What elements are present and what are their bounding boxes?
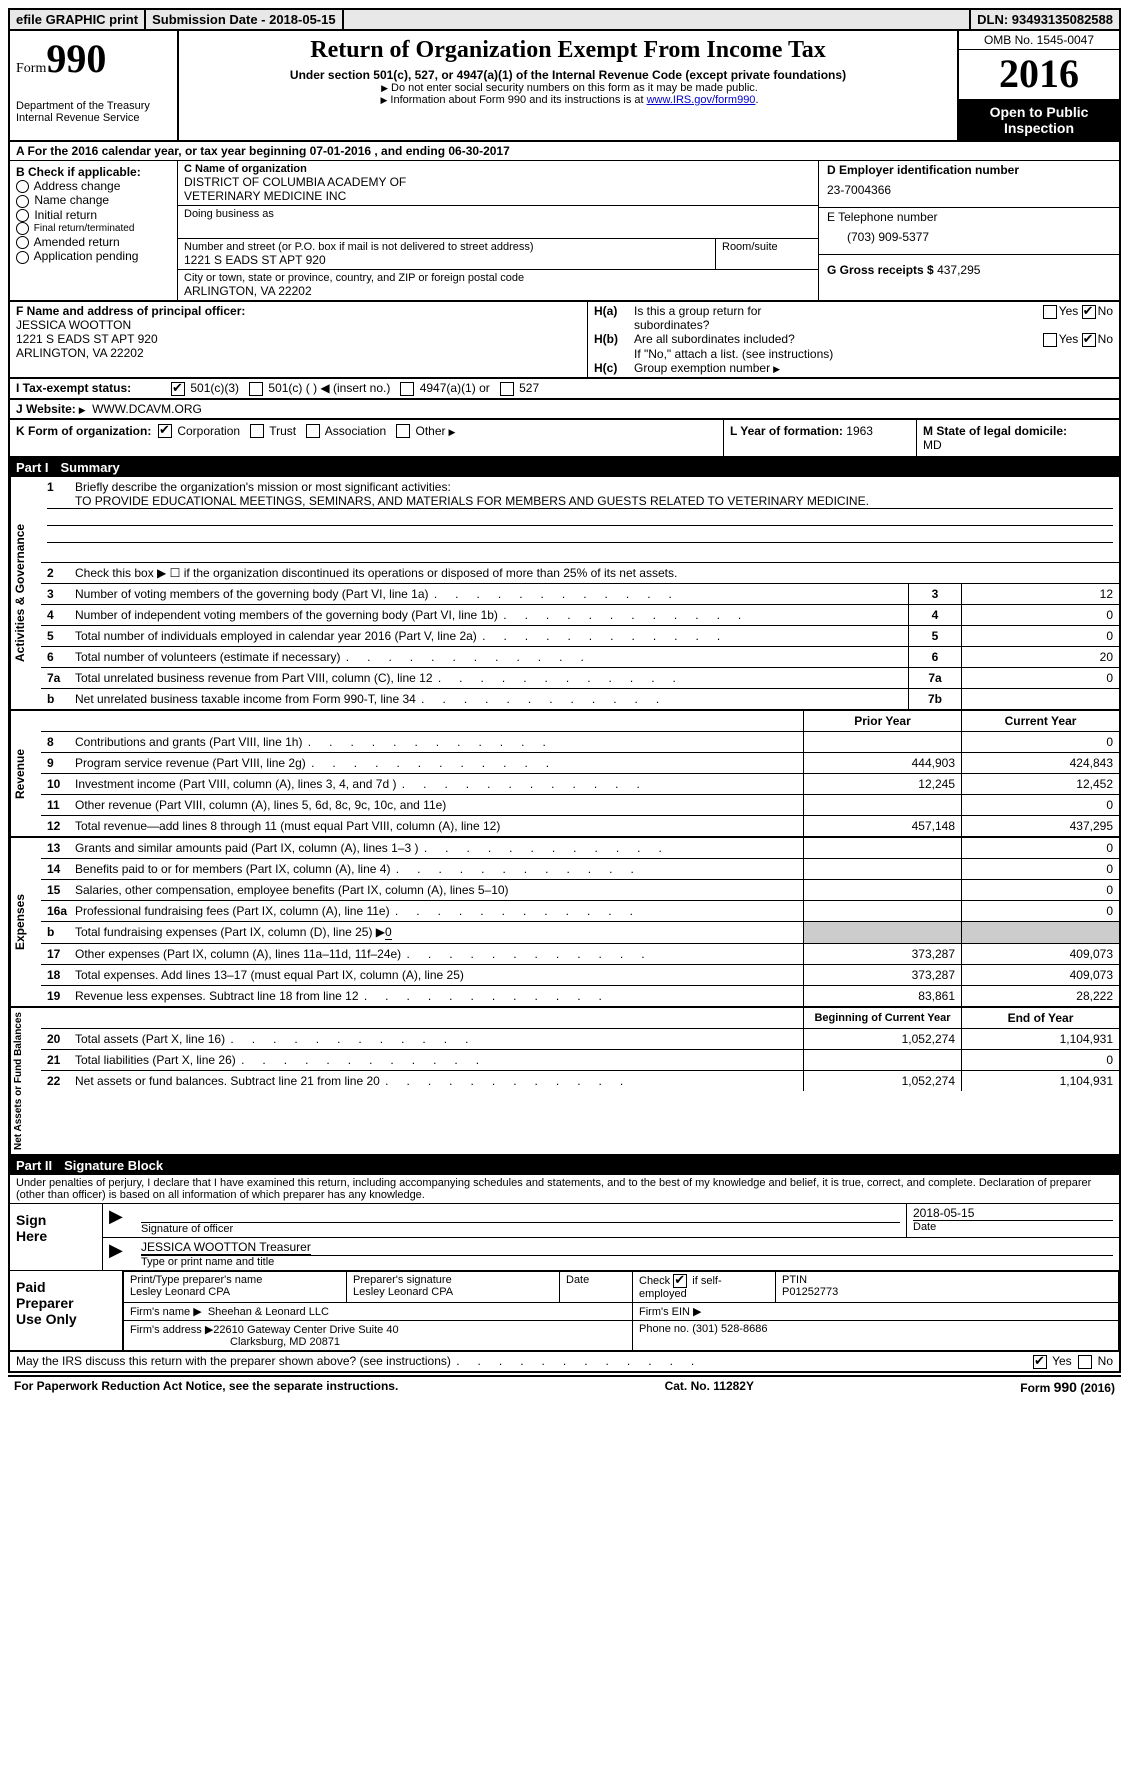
ptin: P01252773 (782, 1286, 1112, 1298)
summary-governance-table: 1Briefly describe the organization's mis… (41, 477, 1119, 709)
omb-number: OMB No. 1545-0047 (959, 31, 1119, 50)
side-expenses: Expenses (10, 838, 41, 1006)
side-revenue: Revenue (10, 711, 41, 836)
mission: TO PROVIDE EDUCATIONAL MEETINGS, SEMINAR… (47, 494, 1113, 509)
summary-expenses-table: 13Grants and similar amounts paid (Part … (41, 838, 1119, 1006)
discuss-yes[interactable]: Yes (1033, 1354, 1072, 1369)
firm-addr1: 22610 Gateway Center Drive Suite 40 (213, 1324, 398, 1336)
firm-phone: (301) 528-8686 (692, 1323, 767, 1335)
v7a: 0 (962, 667, 1120, 688)
telephone: (703) 909-5377 (827, 224, 1111, 244)
room-suite: Room/suite (716, 239, 818, 269)
officer-addr2: ARLINGTON, VA 22202 (16, 346, 581, 360)
discuss-row: May the IRS discuss this return with the… (8, 1352, 1121, 1373)
efile-label: efile GRAPHIC print (8, 8, 144, 31)
v4: 0 (962, 604, 1120, 625)
cb-trust[interactable]: Trust (250, 424, 296, 438)
tax-year: 2016 (959, 50, 1119, 100)
cb-name-change[interactable]: Name change (16, 193, 171, 207)
cb-address-change[interactable]: Address change (16, 179, 171, 193)
form-990-label: Form990 (16, 35, 171, 82)
ein: 23-7004366 (827, 177, 1111, 197)
part-2-header: Part II Signature Block (8, 1156, 1121, 1175)
row-i: I Tax-exempt status: 501(c)(3) 501(c) ( … (8, 379, 1121, 400)
cb-amended[interactable]: Amended return (16, 235, 171, 249)
cb-501c[interactable]: 501(c) ( ) ◀ (insert no.) (249, 381, 390, 396)
sig-date: 2018-05-15 (913, 1206, 1113, 1221)
cb-501c3[interactable]: 501(c)(3) (171, 381, 239, 396)
submission-date: Submission Date - 2018-05-15 (144, 8, 344, 31)
v7b (962, 688, 1120, 709)
ha-yes[interactable]: Yes (1043, 304, 1079, 332)
cb-527[interactable]: 527 (500, 381, 539, 396)
firm-name: Sheehan & Leonard LLC (208, 1306, 329, 1318)
info-grid: B Check if applicable: Address change Na… (8, 161, 1121, 302)
summary-netassets-table: Beginning of Current YearEnd of Year 20T… (41, 1008, 1119, 1091)
preparer-table: Print/Type preparer's nameLesley Leonard… (123, 1271, 1119, 1350)
cb-final-return[interactable]: Final return/terminated (16, 222, 171, 235)
form-subtitle: Under section 501(c), 527, or 4947(a)(1)… (187, 68, 949, 82)
top-bar: efile GRAPHIC print Submission Date - 20… (8, 8, 1121, 31)
v6: 20 (962, 646, 1120, 667)
officer-name-title: JESSICA WOOTTON Treasurer (141, 1240, 311, 1255)
discuss-no[interactable]: No (1078, 1354, 1113, 1369)
officer-row: F Name and address of principal officer:… (8, 302, 1121, 379)
irs-link[interactable]: www.IRS.gov/form990 (647, 94, 756, 106)
row-j: J Website: WWW.DCAVM.ORG (8, 400, 1121, 420)
footer: For Paperwork Reduction Act Notice, see … (8, 1375, 1121, 1397)
website: WWW.DCAVM.ORG (92, 402, 202, 416)
box-c: C Name of organization DISTRICT OF COLUM… (178, 161, 819, 300)
paid-preparer: PaidPreparerUse Only (10, 1271, 123, 1350)
city-state-zip: ARLINGTON, VA 22202 (184, 284, 812, 298)
summary-revenue-table: Prior YearCurrent Year 8Contributions an… (41, 711, 1119, 836)
cb-assoc[interactable]: Association (306, 424, 386, 438)
box-d: D Employer identification number 23-7004… (819, 161, 1119, 300)
signature-block: Under penalties of perjury, I declare th… (8, 1175, 1121, 1352)
officer-addr1: 1221 S EADS ST APT 920 (16, 332, 581, 346)
hb-yes[interactable]: Yes (1043, 332, 1079, 347)
domicile: MD (923, 438, 942, 452)
org-name-2: VETERINARY MEDICINE INC (184, 189, 812, 203)
v3: 12 (962, 583, 1120, 604)
open-to-public: Open to PublicInspection (959, 100, 1119, 140)
box-b: B Check if applicable: Address change Na… (10, 161, 178, 300)
side-netassets: Net Assets or Fund Balances (10, 1008, 41, 1154)
side-activities: Activities & Governance (10, 477, 41, 709)
cb-4947[interactable]: 4947(a)(1) or (400, 381, 489, 396)
part-1-header: Part I Summary (8, 458, 1121, 477)
dln: DLN: 93493135082588 (969, 8, 1121, 31)
section-a: A For the 2016 calendar year, or tax yea… (8, 142, 1121, 161)
cb-application-pending[interactable]: Application pending (16, 249, 171, 263)
sign-here: SignHere (10, 1204, 103, 1270)
officer-name: JESSICA WOOTTON (16, 318, 581, 332)
cb-corp[interactable]: Corporation (158, 424, 240, 438)
street-address: 1221 S EADS ST APT 920 (184, 253, 709, 267)
v5: 0 (962, 625, 1120, 646)
firm-addr2: Clarksburg, MD 20871 (130, 1336, 340, 1348)
dept-treasury: Department of the Treasury (16, 100, 171, 112)
gross-receipts: 437,295 (937, 263, 980, 277)
ssn-note: Do not enter social security numbers on … (187, 82, 949, 94)
ha-no[interactable]: No (1082, 304, 1113, 332)
year-formation: 1963 (846, 424, 873, 438)
irs: Internal Revenue Service (16, 112, 171, 124)
cb-other[interactable]: Other (396, 424, 458, 438)
info-note: Information about Form 990 and its instr… (187, 94, 949, 106)
form-header: Form990 Department of the Treasury Inter… (8, 31, 1121, 142)
row-klm: K Form of organization: Corporation Trus… (8, 420, 1121, 458)
topbar-spacer (344, 8, 970, 31)
hb-no[interactable]: No (1082, 332, 1113, 347)
cb-initial-return[interactable]: Initial return (16, 208, 171, 222)
org-name-1: DISTRICT OF COLUMBIA ACADEMY OF (184, 175, 812, 189)
form-title: Return of Organization Exempt From Incom… (187, 37, 949, 64)
